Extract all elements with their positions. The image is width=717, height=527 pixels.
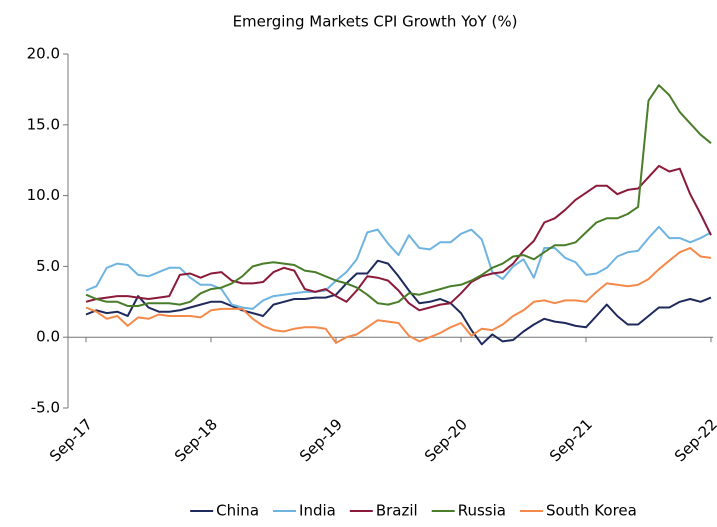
legend-label: India [299, 502, 336, 520]
y-tick-label: 10.0 [27, 186, 60, 204]
legend-label: South Korea [546, 502, 637, 520]
chart-title: Emerging Markets CPI Growth YoY (%) [233, 13, 518, 31]
series-line [85, 225, 712, 310]
y-tick-label: 0.0 [36, 328, 60, 346]
x-tick-label: Sep-22 [671, 415, 717, 465]
series-line [85, 247, 712, 344]
y-tick-label: 15.0 [27, 115, 60, 133]
legend-label: Russia [458, 502, 506, 520]
x-tick-label: Sep-21 [546, 415, 596, 465]
series-line [85, 164, 712, 312]
y-tick-label: 20.0 [27, 45, 60, 63]
y-tick-label: -5.0 [31, 399, 60, 417]
series-line [85, 259, 712, 346]
y-tick-label: 5.0 [36, 257, 60, 275]
legend-label: Brazil [376, 502, 418, 520]
x-tick-label: Sep-19 [296, 415, 346, 465]
x-tick-label: Sep-20 [421, 415, 471, 465]
legend: China India Brazil Russia South Korea [190, 502, 637, 520]
series-line [85, 84, 712, 307]
legend-label: China [216, 502, 259, 520]
x-tick-label: Sep-17 [46, 415, 96, 465]
x-tick-label: Sep-18 [171, 415, 221, 465]
